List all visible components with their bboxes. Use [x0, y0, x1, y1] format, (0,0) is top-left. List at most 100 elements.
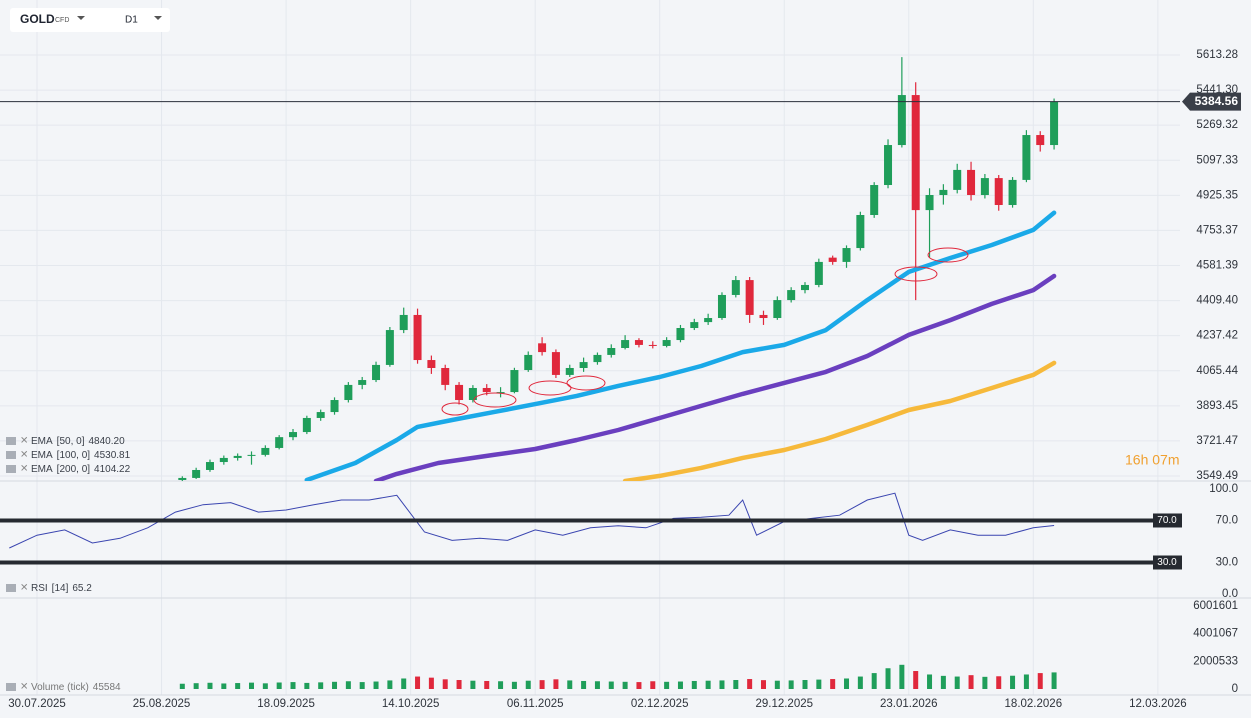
candle-body — [648, 344, 657, 346]
volume-bar — [276, 682, 282, 689]
volume-bar — [428, 677, 434, 689]
candle-body — [455, 384, 464, 401]
volume-bar — [968, 675, 974, 689]
volume-bar — [719, 680, 725, 689]
candle-body — [551, 352, 560, 375]
volume-bar — [539, 680, 545, 689]
candle-body — [496, 392, 505, 394]
candle-body — [593, 354, 602, 363]
dropdown-arrow[interactable] — [154, 16, 162, 20]
symbol-selector[interactable]: GOLD CFD D1 — [10, 8, 170, 32]
legend-close: ✕ — [20, 464, 28, 475]
symbol: GOLD — [20, 12, 55, 26]
annotation-ellipse — [528, 380, 572, 396]
y-tick-label: 4753.37 — [1196, 224, 1238, 236]
annotation-ellipse — [441, 402, 469, 416]
y-tick-label: 0 — [1232, 683, 1238, 695]
candle-body — [289, 432, 298, 438]
candle-body — [302, 417, 311, 433]
volume-bar — [677, 681, 683, 689]
symbol-badge: CFD — [55, 17, 69, 24]
candle-body — [980, 178, 989, 196]
legend-entry: Volume (tick) 45584 — [31, 682, 121, 693]
volume-bar — [691, 680, 697, 689]
volume-bar — [511, 681, 517, 689]
volume-bar — [387, 680, 393, 689]
legend-close: ✕ — [20, 450, 28, 461]
volume-bar — [899, 664, 905, 689]
level-box — [1153, 555, 1182, 570]
y-tick-label: 4237.42 — [1196, 330, 1238, 342]
candle-body — [205, 462, 214, 470]
candle-body — [247, 454, 256, 456]
candle-body — [787, 290, 796, 301]
legend-entry: EMA [200, 0] 4104.22 — [31, 464, 131, 475]
volume-bar — [442, 679, 448, 689]
volume-bar — [857, 676, 863, 689]
volume-bar — [774, 680, 780, 689]
y-tick-label: 0.0 — [1222, 588, 1238, 600]
x-tick-label: 29.12.2025 — [755, 698, 813, 710]
x-tick-label: 18.02.2026 — [1005, 698, 1063, 710]
dropdown-arrow[interactable] — [77, 16, 85, 20]
x-tick-label: 23.01.2026 — [880, 698, 938, 710]
candle-body — [399, 314, 408, 331]
legend-params: [200, 0] — [57, 464, 91, 475]
legend-icon — [6, 451, 16, 459]
y-tick-label: 5269.32 — [1196, 119, 1238, 131]
y-tick-label: 3549.49 — [1196, 470, 1238, 482]
rsi-line — [9, 492, 1055, 549]
volume-bar — [733, 680, 739, 689]
candle-body — [565, 367, 574, 375]
candle-body — [192, 469, 201, 478]
volume-bar — [927, 674, 933, 689]
candle-body — [759, 314, 768, 319]
volume-bar — [802, 680, 808, 689]
candle-body — [690, 322, 699, 329]
volume-bar — [318, 682, 324, 689]
session-timer: 16h 07m — [1125, 452, 1179, 468]
volume-bar — [221, 683, 227, 689]
volume-bar — [567, 680, 573, 689]
volume-bar — [760, 680, 766, 689]
y-tick-label: 4925.35 — [1196, 189, 1238, 201]
candle-body — [814, 261, 823, 285]
volume-bar — [788, 680, 794, 689]
volume-bar — [193, 683, 199, 689]
volume-bar — [553, 679, 559, 689]
candle-body — [634, 340, 643, 345]
volume-bar — [705, 680, 711, 689]
volume-bar — [844, 678, 850, 689]
legend-legend-value: 45584 — [93, 682, 121, 693]
legend-icon — [6, 465, 16, 473]
x-tick-label: 02.12.2025 — [631, 698, 689, 710]
volume-bar — [940, 675, 946, 689]
y-tick-label: 100.0 — [1209, 483, 1238, 495]
volume-bar — [359, 682, 365, 689]
volume-bar — [913, 671, 919, 689]
legend-entry: RSI [14] 65.2 — [31, 583, 92, 594]
candle-body — [704, 318, 713, 323]
candle-body — [1022, 135, 1031, 180]
legend-name: EMA — [31, 436, 53, 447]
candle-body — [745, 280, 754, 315]
candle-body — [219, 457, 228, 463]
candle-body — [1036, 135, 1045, 146]
level-label: 70.0 — [1157, 515, 1177, 526]
candle-body — [482, 387, 491, 393]
candle-body — [510, 370, 519, 393]
annotation-ellipse — [473, 392, 517, 408]
ema-line — [373, 273, 1057, 481]
y-tick-label: 4409.40 — [1196, 295, 1238, 307]
candle-body — [925, 195, 934, 211]
legend-title: Volume (tick) — [31, 682, 89, 693]
candle-body — [911, 95, 920, 211]
selector-box — [10, 8, 170, 32]
x-tick-label: 12.03.2026 — [1129, 698, 1187, 710]
candle-body — [967, 169, 976, 196]
volume-bar — [581, 680, 587, 689]
volume-bar — [747, 679, 753, 689]
volume-bar — [456, 680, 462, 689]
volume-pane — [179, 664, 1057, 689]
volume-bar — [608, 681, 614, 689]
